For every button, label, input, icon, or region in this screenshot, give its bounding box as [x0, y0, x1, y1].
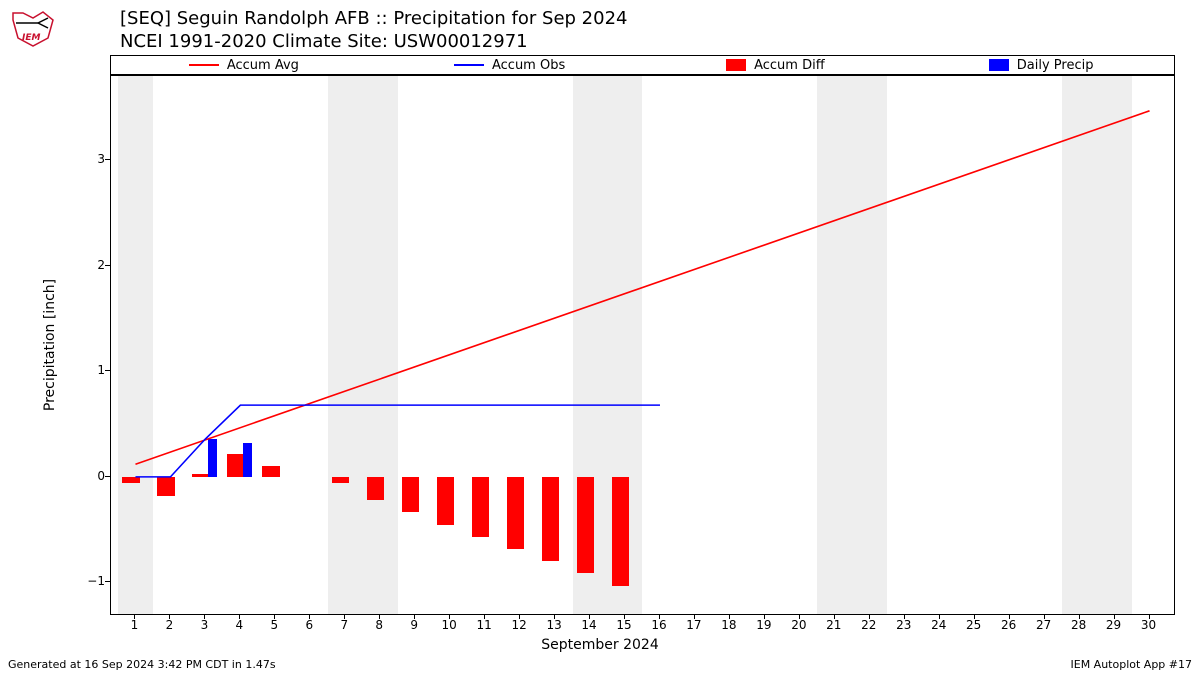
x-tick-mark [694, 614, 695, 619]
y-tick-mark [105, 476, 110, 477]
x-tick-mark [1009, 614, 1010, 619]
x-tick-mark [379, 614, 380, 619]
x-tick-label: 15 [616, 618, 631, 632]
x-tick-label: 30 [1141, 618, 1156, 632]
y-tick-label: 1 [97, 363, 105, 377]
x-tick-label: 29 [1106, 618, 1121, 632]
legend-item: Accum Avg [111, 58, 377, 73]
x-tick-label: 14 [581, 618, 596, 632]
y-tick-label: −1 [87, 574, 105, 588]
chart-title: [SEQ] Seguin Randolph AFB :: Precipitati… [120, 8, 628, 53]
x-tick-mark [729, 614, 730, 619]
x-tick-mark [274, 614, 275, 619]
x-tick-mark [519, 614, 520, 619]
legend-item: Daily Precip [908, 58, 1174, 73]
x-tick-mark [659, 614, 660, 619]
x-tick-mark [624, 614, 625, 619]
y-tick-label: 3 [97, 152, 105, 166]
x-tick-label: 23 [896, 618, 911, 632]
x-tick-label: 18 [721, 618, 736, 632]
x-tick-label: 1 [131, 618, 139, 632]
x-tick-mark [134, 614, 135, 619]
x-tick-label: 20 [791, 618, 806, 632]
plot-area [110, 75, 1175, 615]
legend-swatch [989, 59, 1009, 71]
x-tick-label: 4 [236, 618, 244, 632]
x-tick-label: 7 [340, 618, 348, 632]
x-tick-label: 16 [651, 618, 666, 632]
svg-text:IEM: IEM [22, 33, 40, 43]
x-tick-mark [1149, 614, 1150, 619]
x-tick-label: 19 [756, 618, 771, 632]
y-tick-mark [105, 265, 110, 266]
title-line-1: [SEQ] Seguin Randolph AFB :: Precipitati… [120, 8, 628, 31]
x-tick-mark [869, 614, 870, 619]
x-tick-label: 28 [1071, 618, 1086, 632]
x-tick-label: 26 [1001, 618, 1016, 632]
legend-label: Daily Precip [1017, 58, 1094, 73]
x-tick-label: 17 [686, 618, 701, 632]
series-line [135, 111, 1149, 464]
x-tick-mark [554, 614, 555, 619]
x-tick-mark [1114, 614, 1115, 619]
x-tick-mark [449, 614, 450, 619]
y-tick-mark [105, 581, 110, 582]
y-axis-label: Precipitation [inch] [42, 279, 58, 411]
x-tick-mark [414, 614, 415, 619]
x-tick-mark [239, 614, 240, 619]
x-tick-label: 9 [410, 618, 418, 632]
y-tick-label: 2 [97, 258, 105, 272]
legend-swatch [189, 64, 219, 66]
series-line [135, 405, 660, 477]
x-tick-label: 12 [511, 618, 526, 632]
y-tick-mark [105, 159, 110, 160]
x-tick-label: 5 [271, 618, 279, 632]
x-tick-label: 25 [966, 618, 981, 632]
x-tick-mark [344, 614, 345, 619]
legend-label: Accum Diff [754, 58, 825, 73]
legend-item: Accum Obs [377, 58, 643, 73]
x-tick-label: 27 [1036, 618, 1051, 632]
title-line-2: NCEI 1991-2020 Climate Site: USW00012971 [120, 31, 628, 54]
legend: Accum Avg Accum Obs Accum Diff Daily Precip [110, 55, 1175, 75]
x-tick-label: 11 [477, 618, 492, 632]
x-tick-mark [204, 614, 205, 619]
x-tick-mark [939, 614, 940, 619]
x-tick-label: 10 [442, 618, 457, 632]
x-axis-label: September 2024 [0, 637, 1200, 653]
footer-app: IEM Autoplot App #17 [1071, 658, 1193, 671]
x-tick-mark [904, 614, 905, 619]
x-tick-label: 21 [826, 618, 841, 632]
x-tick-label: 24 [931, 618, 946, 632]
x-tick-mark [589, 614, 590, 619]
y-tick-mark [105, 370, 110, 371]
x-tick-mark [484, 614, 485, 619]
iem-logo: IEM [8, 8, 58, 48]
legend-label: Accum Obs [492, 58, 565, 73]
x-tick-mark [834, 614, 835, 619]
x-tick-label: 2 [166, 618, 174, 632]
legend-swatch [726, 59, 746, 71]
x-tick-mark [764, 614, 765, 619]
x-tick-mark [1079, 614, 1080, 619]
footer-generated: Generated at 16 Sep 2024 3:42 PM CDT in … [8, 658, 276, 671]
x-tick-label: 8 [375, 618, 383, 632]
x-tick-label: 22 [861, 618, 876, 632]
x-tick-mark [309, 614, 310, 619]
x-tick-label: 6 [305, 618, 313, 632]
x-tick-mark [799, 614, 800, 619]
x-tick-mark [1044, 614, 1045, 619]
x-tick-mark [169, 614, 170, 619]
y-tick-label: 0 [97, 469, 105, 483]
legend-label: Accum Avg [227, 58, 299, 73]
x-tick-mark [974, 614, 975, 619]
legend-swatch [454, 64, 484, 66]
legend-item: Accum Diff [643, 58, 909, 73]
x-tick-label: 3 [201, 618, 209, 632]
x-tick-label: 13 [546, 618, 561, 632]
